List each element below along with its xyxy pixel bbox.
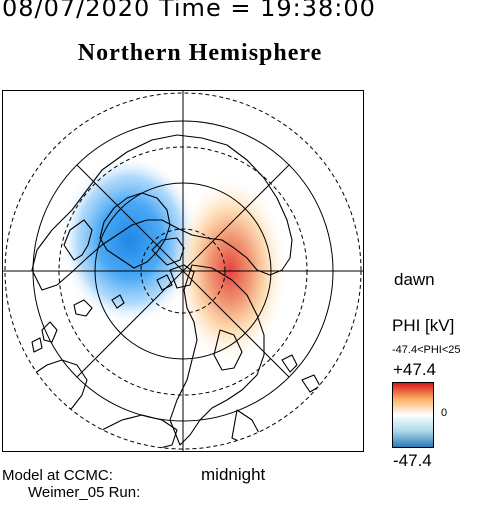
header-time: 19:38:00 <box>260 0 376 22</box>
header-date: 08/07/2020 <box>2 0 151 22</box>
meridian-lines <box>2 90 364 452</box>
negative-potential-cell <box>60 155 200 325</box>
colorbar-range: -47.4<PHI<25 <box>392 344 461 356</box>
page-title: Northern Hemisphere <box>77 40 323 66</box>
model-label: Model at CCMC: <box>2 467 113 484</box>
midnight-label: midnight <box>201 465 266 484</box>
header-datetime: 08/07/2020 Time = 19:38:00 <box>2 0 376 22</box>
dawn-label: dawn <box>394 270 435 289</box>
colorbar-max-label: +47.4 <box>393 360 437 379</box>
polar-map <box>2 90 364 452</box>
colorbar-zero-label: 0 <box>441 407 448 419</box>
coastlines <box>21 134 321 449</box>
header-equals: = <box>230 0 252 22</box>
header-time-label: Time <box>158 0 222 22</box>
colorbar <box>392 382 434 448</box>
colorbar-min-label: -47.4 <box>393 451 432 470</box>
positive-potential-cell <box>172 175 288 365</box>
colorbar-title: PHI [kV] <box>392 316 455 335</box>
model-run-label: Weimer_05 Run: <box>28 484 141 501</box>
